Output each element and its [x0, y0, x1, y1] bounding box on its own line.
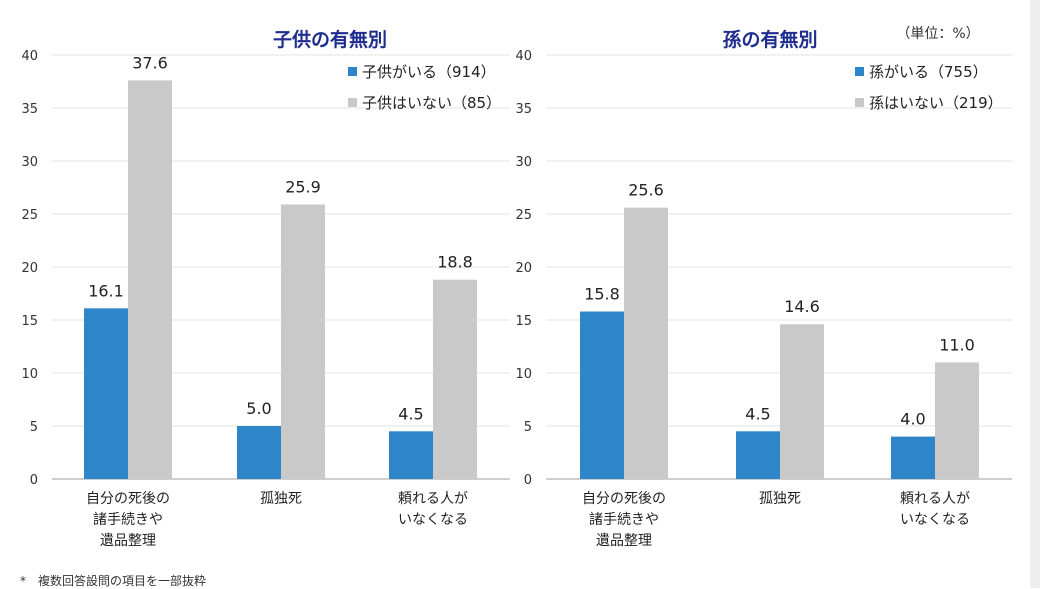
data-label: 25.6	[628, 181, 664, 200]
bar	[624, 207, 668, 479]
category-label-line: 諸手続きや	[93, 511, 163, 528]
legend-swatch	[855, 67, 864, 76]
bar	[128, 80, 172, 479]
bar	[237, 426, 281, 479]
data-label: 15.8	[584, 285, 620, 304]
bar	[891, 436, 935, 479]
figure: （単位：%） 子供の有無別 0 5 10 15 20 25 30 35 40 16.1 5.0 4.5 3…	[21, 26, 1012, 549]
bar	[780, 324, 824, 479]
category-label: 孤独死	[759, 491, 801, 507]
category-label-line: 遺品整理	[596, 533, 652, 549]
category-label-line: 孤独死	[260, 491, 302, 507]
bar	[580, 311, 624, 479]
y-tick-label: 35	[515, 102, 532, 117]
y-tick-label: 40	[21, 49, 38, 64]
chart-title: 子供の有無別	[273, 28, 387, 51]
y-tick-label: 40	[515, 49, 532, 64]
chart-left-children: 子供の有無別 0 5 10 15 20 25 30 35 40 16.1 5.0 4.5 37.6 25.9…	[21, 28, 510, 549]
y-tick-label: 15	[515, 314, 532, 329]
bar	[736, 431, 780, 479]
category-label: 孤独死	[260, 491, 302, 507]
legend-entry: 孫はいない（219）	[869, 94, 1003, 112]
data-label: 18.8	[437, 253, 473, 272]
category-label-line: 頼れる人が	[900, 491, 970, 507]
footnote: * 複数回答設問の項目を一部抜粋	[20, 574, 207, 588]
category-label-line: いなくなる	[900, 512, 970, 528]
y-tick-label: 30	[21, 155, 38, 170]
data-label: 5.0	[246, 399, 271, 418]
category-label: 頼れる人がいなくなる	[398, 491, 468, 528]
category-label: 自分の死後の諸手続きや遺品整理	[582, 491, 666, 549]
legend-swatch	[348, 98, 357, 107]
data-label: 11.0	[939, 335, 975, 354]
y-tick-label: 0	[524, 473, 532, 488]
data-label: 14.6	[784, 297, 820, 316]
legend-swatch	[855, 98, 864, 107]
right-edge-panel	[1030, 0, 1040, 588]
bar	[433, 279, 477, 479]
legend-entry: 子供はいない（85）	[362, 94, 501, 112]
y-tick-label: 20	[515, 261, 532, 276]
data-label: 4.5	[398, 404, 423, 423]
category-label-line: 自分の死後の	[582, 491, 666, 507]
y-tick-label: 35	[21, 102, 38, 117]
bar	[84, 308, 128, 479]
bar	[389, 431, 433, 479]
y-tick-label: 10	[515, 367, 532, 382]
data-label: 25.9	[285, 177, 321, 196]
category-label-line: 遺品整理	[100, 533, 156, 549]
bar	[935, 362, 979, 479]
y-tick-label: 25	[515, 208, 532, 223]
y-tick-label: 30	[515, 155, 532, 170]
unit-label: （単位：%）	[896, 26, 979, 42]
bar	[281, 204, 325, 479]
data-label: 37.6	[132, 53, 168, 72]
chart-title: 孫の有無別	[722, 28, 817, 51]
category-label-line: 自分の死後の	[86, 491, 170, 507]
legend-entry: 子供がいる（914）	[362, 63, 496, 81]
y-tick-label: 5	[30, 420, 38, 435]
legend-swatch	[348, 67, 357, 76]
y-tick-label: 15	[21, 314, 38, 329]
legend-entry: 孫がいる（755）	[869, 63, 988, 81]
category-label-line: 諸手続きや	[589, 511, 659, 528]
y-tick-label: 0	[30, 473, 38, 488]
y-tick-label: 25	[21, 208, 38, 223]
data-label: 4.0	[900, 410, 925, 429]
y-tick-label: 5	[524, 420, 532, 435]
data-label: 16.1	[88, 281, 124, 300]
category-label: 頼れる人がいなくなる	[900, 491, 970, 528]
chart-right-grandchildren: 孫の有無別 0 5 10 15 20 25 30 35 40 15.8 4.5 4.0 25.6 14.6 1…	[515, 28, 1012, 549]
category-label: 自分の死後の諸手続きや遺品整理	[86, 491, 170, 549]
y-tick-label: 20	[21, 261, 38, 276]
category-label-line: 頼れる人が	[398, 491, 468, 507]
category-label-line: 孤独死	[759, 491, 801, 507]
data-label: 4.5	[745, 404, 770, 423]
category-label-line: いなくなる	[398, 512, 468, 528]
y-tick-label: 10	[21, 367, 38, 382]
